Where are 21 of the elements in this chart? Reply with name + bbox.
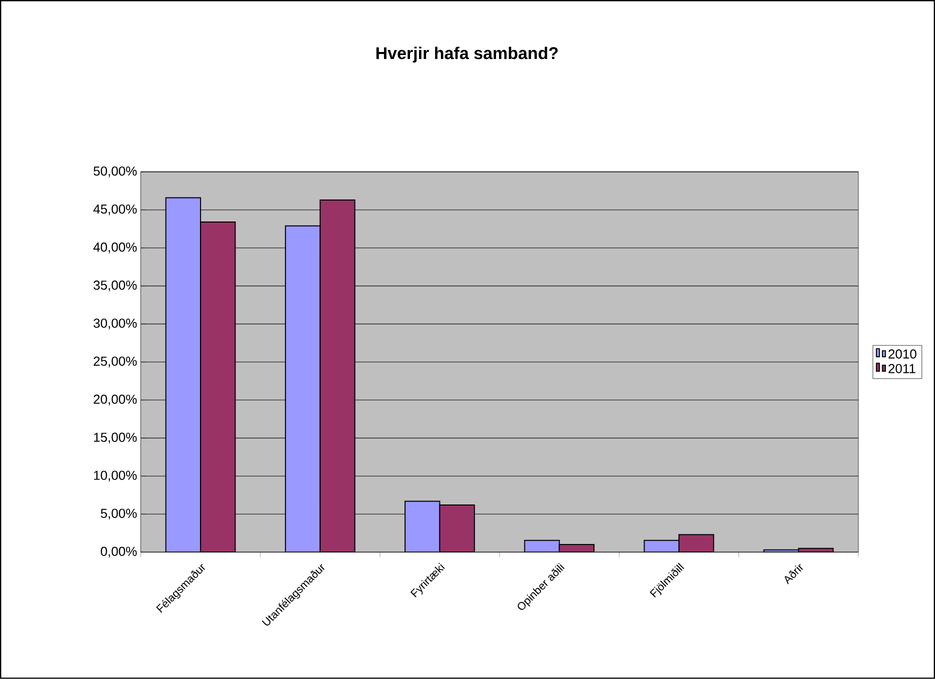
y-tick-label: 5,00% — [100, 508, 137, 520]
chart-title: Hverjir hafa samband? — [376, 46, 558, 63]
y-tick-label: 10,00% — [94, 470, 137, 482]
legend-label: 2011 — [888, 364, 916, 374]
y-tick-label: 0,00% — [100, 546, 137, 558]
bar — [165, 197, 202, 552]
y-tick-label: 35,00% — [94, 280, 137, 292]
y-tick-label: 30,00% — [94, 318, 137, 330]
legend-label: 2010 — [888, 350, 916, 359]
bar — [284, 225, 321, 552]
y-tick-label: 45,00% — [93, 204, 137, 216]
y-tick-label: 15,00% — [94, 432, 137, 444]
y-tick-label: 25,00% — [94, 356, 137, 368]
y-tick-label: 40,00% — [93, 242, 137, 254]
bar — [200, 222, 236, 552]
bar — [678, 534, 714, 552]
y-tick-label: 50,00% — [94, 166, 137, 178]
bar — [404, 500, 440, 552]
bar — [439, 504, 475, 552]
bar — [320, 200, 356, 552]
y-tick-label: 20,00% — [94, 394, 137, 406]
